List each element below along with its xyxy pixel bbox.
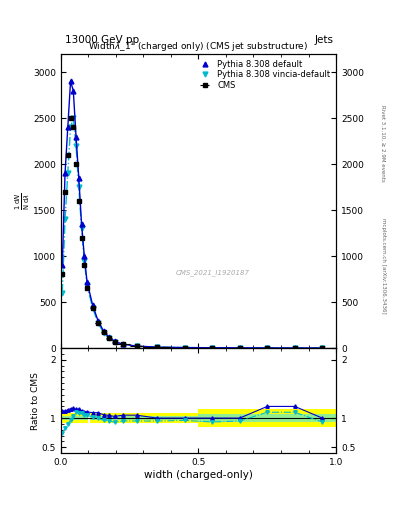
Pythia 8.308 vincia-default: [107, 335, 112, 342]
Pythia 8.308 default: [76, 175, 81, 181]
Pythia 8.308 vincia-default: [63, 216, 68, 222]
Pythia 8.308 default: [134, 343, 139, 349]
Pythia 8.308 default: [265, 345, 270, 351]
Pythia 8.308 vincia-default: [292, 345, 297, 351]
Pythia 8.308 vincia-default: [120, 342, 125, 348]
Pythia 8.308 default: [60, 262, 64, 268]
Pythia 8.308 default: [155, 344, 160, 350]
Pythia 8.308 default: [182, 345, 187, 351]
Pythia 8.308 default: [120, 341, 125, 347]
Pythia 8.308 vincia-default: [85, 283, 90, 289]
Text: Jets: Jets: [314, 35, 333, 45]
Title: Width$\lambda$_1$^1$ (charged only) (CMS jet substructure): Width$\lambda$_1$^1$ (charged only) (CMS…: [88, 39, 309, 54]
Pythia 8.308 default: [237, 345, 242, 351]
Pythia 8.308 default: [79, 221, 84, 227]
Pythia 8.308 default: [320, 345, 325, 351]
X-axis label: width (charged-only): width (charged-only): [144, 470, 253, 480]
Pythia 8.308 vincia-default: [65, 170, 70, 176]
Pythia 8.308 default: [71, 88, 75, 94]
Pythia 8.308 vincia-default: [90, 305, 95, 311]
Pythia 8.308 default: [68, 78, 73, 84]
Pythia 8.308 vincia-default: [210, 345, 215, 351]
Pythia 8.308 default: [85, 279, 90, 285]
Pythia 8.308 vincia-default: [68, 124, 73, 131]
Pythia 8.308 default: [82, 253, 86, 259]
Pythia 8.308 default: [65, 124, 70, 131]
Text: Rivet 3.1.10, ≥ 2.9M events: Rivet 3.1.10, ≥ 2.9M events: [381, 105, 386, 182]
Pythia 8.308 vincia-default: [112, 339, 117, 345]
Pythia 8.308 vincia-default: [134, 343, 139, 349]
Text: mcplots.cern.ch [arXiv:1306.3436]: mcplots.cern.ch [arXiv:1306.3436]: [381, 219, 386, 314]
Pythia 8.308 vincia-default: [76, 184, 81, 190]
Pythia 8.308 default: [74, 134, 79, 140]
Pythia 8.308 default: [63, 170, 68, 176]
Pythia 8.308 default: [96, 318, 101, 324]
Pythia 8.308 vincia-default: [265, 345, 270, 351]
Pythia 8.308 vincia-default: [237, 345, 242, 351]
Line: Pythia 8.308 vincia-default: Pythia 8.308 vincia-default: [60, 116, 325, 350]
Pythia 8.308 vincia-default: [101, 330, 106, 336]
Pythia 8.308 default: [210, 345, 215, 351]
Text: 13000 GeV pp: 13000 GeV pp: [65, 35, 139, 45]
Text: CMS_2021_I1920187: CMS_2021_I1920187: [175, 269, 249, 276]
Pythia 8.308 default: [107, 334, 112, 340]
Y-axis label: Ratio to CMS: Ratio to CMS: [31, 372, 40, 430]
Pythia 8.308 vincia-default: [60, 290, 64, 296]
Pythia 8.308 default: [112, 338, 117, 345]
Pythia 8.308 vincia-default: [155, 344, 160, 350]
Pythia 8.308 vincia-default: [71, 115, 75, 121]
Pythia 8.308 default: [101, 328, 106, 334]
Pythia 8.308 default: [292, 345, 297, 351]
Pythia 8.308 vincia-default: [182, 345, 187, 351]
Line: Pythia 8.308 default: Pythia 8.308 default: [60, 79, 325, 350]
Pythia 8.308 vincia-default: [74, 143, 79, 149]
Pythia 8.308 vincia-default: [320, 345, 325, 351]
Pythia 8.308 default: [90, 302, 95, 308]
Legend: Pythia 8.308 default, Pythia 8.308 vincia-default, CMS: Pythia 8.308 default, Pythia 8.308 vinci…: [195, 58, 332, 92]
Y-axis label: $\frac{1}{\mathrm{N}}\frac{\mathrm{d}N}{\mathrm{d}\lambda}$: $\frac{1}{\mathrm{N}}\frac{\mathrm{d}N}{…: [13, 192, 32, 210]
Pythia 8.308 vincia-default: [96, 320, 101, 326]
Pythia 8.308 vincia-default: [82, 258, 86, 264]
Pythia 8.308 vincia-default: [79, 225, 84, 231]
